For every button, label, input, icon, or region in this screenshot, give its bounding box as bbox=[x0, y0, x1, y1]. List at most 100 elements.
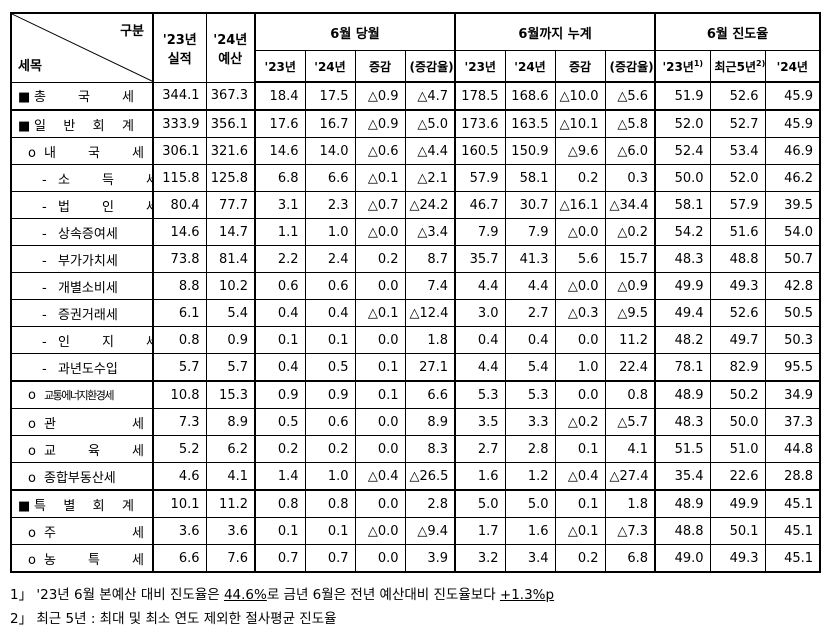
data-cell: △0.1 bbox=[354, 164, 406, 192]
data-cell: 0.2 bbox=[554, 544, 606, 573]
table-row: o 교통에너지환경세 10.8 15.3 0.9 0.9 0.1 6.6 5.3 5.3 0.0 0.… bbox=[10, 380, 821, 409]
data-cell: 45.1 bbox=[764, 517, 821, 545]
data-cell: 306.1 bbox=[152, 137, 207, 165]
data-cell: 1.8 bbox=[604, 489, 656, 518]
data-cell: 0.5 bbox=[254, 408, 306, 436]
data-cell: 0.4 bbox=[254, 353, 306, 382]
data-cell: 35.4 bbox=[654, 462, 711, 491]
data-cell: 49.7 bbox=[709, 326, 766, 354]
data-cell: 52.0 bbox=[654, 109, 711, 138]
label-text: 상속증여세 bbox=[58, 226, 118, 242]
data-cell: △7.3 bbox=[604, 517, 656, 545]
sub-header: '24년 bbox=[304, 50, 356, 83]
header-row: 구분 세목 '23년 실적 '24년 예산 6월 당월 6월까지 누계 6월 진도율 bbox=[10, 12, 821, 83]
data-cell: 41.3 bbox=[504, 245, 556, 273]
data-cell: 1.8 bbox=[404, 326, 456, 354]
bullet: o bbox=[28, 388, 36, 403]
data-cell: 0.0 bbox=[354, 326, 406, 354]
data-cell: △27.4 bbox=[604, 462, 656, 491]
corner-bottom: 세목 bbox=[18, 58, 42, 74]
data-cell: 0.6 bbox=[304, 408, 356, 436]
data-cell: 50.5 bbox=[764, 299, 821, 327]
sub-header: '23년 bbox=[254, 50, 306, 83]
row-label: - 상속증여세 bbox=[10, 218, 154, 246]
bullet: - bbox=[42, 361, 47, 377]
data-cell: 95.5 bbox=[764, 353, 821, 382]
data-cell: 57.9 bbox=[709, 191, 766, 219]
data-cell: 15.3 bbox=[205, 380, 256, 409]
data-cell: 42.8 bbox=[764, 272, 821, 300]
row-label: -법 인 세 bbox=[10, 191, 154, 219]
sub-header: '23년 bbox=[454, 50, 506, 83]
data-cell: 1.7 bbox=[454, 517, 506, 545]
header-row: '23년 '24년 증감 (증감율) '23년 '24년 증감 (증감율) '23년1) 최근5년… bbox=[11, 50, 821, 83]
data-cell: 3.1 bbox=[254, 191, 306, 219]
data-cell: 0.9 bbox=[205, 326, 256, 354]
sub-header-label: '23년 bbox=[464, 59, 496, 74]
data-cell: 1.0 bbox=[304, 462, 356, 491]
data-cell: 0.0 bbox=[554, 326, 606, 354]
footnote-text: '23년 6월 본예산 대비 진도율은 bbox=[36, 587, 224, 603]
data-cell: 0.0 bbox=[554, 380, 606, 409]
table-row: -인 지 세 0.8 0.9 0.1 0.1 0.0 1.8 0.4 0.4 0.0 11.2 48.… bbox=[10, 326, 821, 354]
data-cell: △0.4 bbox=[554, 462, 606, 491]
data-cell: 0.2 bbox=[354, 245, 406, 273]
data-cell: 52.6 bbox=[709, 299, 766, 327]
data-cell: 48.2 bbox=[654, 326, 711, 354]
data-cell: 3.4 bbox=[504, 544, 556, 573]
row-label: - 개별소비세 bbox=[10, 272, 154, 300]
data-cell: 46.2 bbox=[764, 164, 821, 192]
sub-header: (증감율) bbox=[604, 50, 656, 83]
label-text: 관 세 bbox=[44, 416, 144, 432]
footnote-ref: 2) bbox=[756, 58, 766, 68]
data-cell: 4.4 bbox=[504, 272, 556, 300]
data-cell: 7.3 bbox=[152, 408, 207, 436]
data-cell: 1.2 bbox=[504, 462, 556, 491]
data-cell: 0.6 bbox=[304, 272, 356, 300]
header-line: 실적 bbox=[167, 51, 192, 67]
data-cell: 46.9 bbox=[764, 137, 821, 165]
data-cell: 5.0 bbox=[504, 489, 556, 518]
data-cell: 0.8 bbox=[304, 489, 356, 518]
data-cell: 0.1 bbox=[554, 435, 606, 463]
data-cell: 46.7 bbox=[454, 191, 506, 219]
data-cell: 51.6 bbox=[709, 218, 766, 246]
sub-header-label: '24년 bbox=[314, 59, 346, 74]
bullet: - bbox=[42, 199, 47, 215]
data-cell: △0.2 bbox=[604, 218, 656, 246]
data-cell: 82.9 bbox=[709, 353, 766, 382]
bullet: - bbox=[42, 172, 47, 188]
data-cell: △3.4 bbox=[404, 218, 456, 246]
data-cell: 0.4 bbox=[304, 299, 356, 327]
data-cell: 0.0 bbox=[354, 435, 406, 463]
data-cell: 54.2 bbox=[654, 218, 711, 246]
row-label: ■ 특 별 회 계 bbox=[10, 489, 154, 518]
data-cell: 8.7 bbox=[404, 245, 456, 273]
data-cell: 49.3 bbox=[709, 544, 766, 573]
data-cell: 4.6 bbox=[152, 462, 207, 491]
data-cell: 0.7 bbox=[254, 544, 306, 573]
data-cell: 7.9 bbox=[454, 218, 506, 246]
sub-header-label: 증감 bbox=[368, 59, 392, 74]
sub-header-label: '23년 bbox=[662, 59, 694, 74]
table-row: -소 득 세 115.8 125.8 6.8 6.6 △0.1 △2.1 57.9 58.1 0.… bbox=[10, 164, 821, 192]
label-text: 주 세 bbox=[44, 525, 144, 541]
data-cell: 50.0 bbox=[709, 408, 766, 436]
data-cell: 45.9 bbox=[764, 109, 821, 138]
data-cell: 14.7 bbox=[205, 218, 256, 246]
data-cell: 50.3 bbox=[764, 326, 821, 354]
data-cell: 18.4 bbox=[254, 81, 306, 111]
data-cell: 0.6 bbox=[254, 272, 306, 300]
data-cell: 0.4 bbox=[454, 326, 506, 354]
data-cell: 10.8 bbox=[152, 380, 207, 409]
data-cell: 14.6 bbox=[254, 137, 306, 165]
table-row: ■ 총 국 세 344.1 367.3 18.4 17.5 △0.9 △4.7 178.5 168… bbox=[10, 81, 821, 111]
label-text: 인 지 세 bbox=[58, 334, 153, 350]
data-cell: 22.4 bbox=[604, 353, 656, 382]
data-cell: 0.1 bbox=[354, 353, 406, 382]
data-cell: 0.8 bbox=[254, 489, 306, 518]
